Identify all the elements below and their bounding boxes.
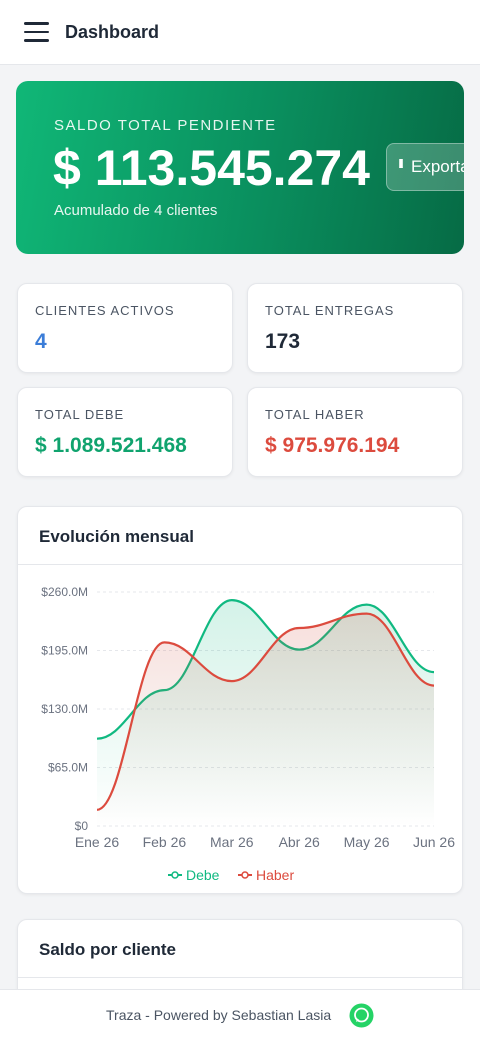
export-button[interactable]: Exportar <box>386 143 464 191</box>
x-tick-label: Jun 26 <box>413 834 455 850</box>
stat-value: 4 <box>35 330 47 353</box>
y-tick-label: $260.0M <box>41 585 88 599</box>
x-tick-label: May 26 <box>344 834 390 850</box>
balance-amount: $ 113.545.274 <box>53 140 370 196</box>
stat-card: TOTAL HABER $ 975.976.194 <box>247 387 463 477</box>
divider <box>18 564 462 565</box>
chart-title: Evolución mensual <box>39 527 194 546</box>
footer-text: Traza - Powered by Sebastian Lasia <box>106 1007 332 1023</box>
chart-card: Evolución mensual $0 $65.0M $130.0M $195.0M… <box>17 506 463 894</box>
legend-label: Debe <box>186 867 220 883</box>
area <box>97 613 434 826</box>
balance-label: SALDO TOTAL PENDIENTE <box>54 117 277 134</box>
divider <box>18 977 462 978</box>
whatsapp-icon[interactable] <box>349 1003 374 1028</box>
balance-card: SALDO TOTAL PENDIENTE $ 113.545.274 Acum… <box>16 81 464 254</box>
y-tick-label: $65.0M <box>48 761 88 775</box>
stat-label: TOTAL HABER <box>265 407 365 422</box>
stat-card: TOTAL ENTREGAS 173 <box>247 283 463 373</box>
stat-value: 173 <box>265 330 301 353</box>
x-tick-label: Feb 26 <box>143 834 187 850</box>
x-tick-label: Abr 26 <box>279 834 320 850</box>
stat-label: TOTAL ENTREGAS <box>265 303 395 318</box>
y-tick-label: $0 <box>75 819 89 833</box>
y-tick-label: $195.0M <box>41 644 88 658</box>
stat-value: $ 975.976.194 <box>265 434 400 457</box>
stat-card: CLIENTES ACTIVOS 4 <box>17 283 233 373</box>
clients-title: Saldo por cliente <box>39 940 176 959</box>
balance-note: Acumulado de 4 clientes <box>54 202 218 219</box>
x-tick-label: Ene 26 <box>75 834 120 850</box>
stat-card: TOTAL DEBE $ 1.089.521.468 <box>17 387 233 477</box>
legend-marker <box>171 871 179 879</box>
y-tick-label: $130.0M <box>41 702 88 716</box>
legend-label: Haber <box>256 867 294 883</box>
stat-value: $ 1.089.521.468 <box>35 434 187 457</box>
legend-marker <box>241 871 249 879</box>
chart: $0 $65.0M $130.0M $195.0M $260.0M Ene 26 Feb 2… <box>41 585 455 883</box>
stat-label: TOTAL DEBE <box>35 407 125 422</box>
x-tick-label: Mar 26 <box>210 834 254 850</box>
header: Dashboard <box>0 0 480 65</box>
footer: Traza - Powered by Sebastian Lasia <box>0 989 480 1039</box>
stat-label: CLIENTES ACTIVOS <box>35 303 175 318</box>
header-title: Dashboard <box>65 22 160 42</box>
line <box>96 612 435 811</box>
menu-button[interactable] <box>24 22 49 42</box>
